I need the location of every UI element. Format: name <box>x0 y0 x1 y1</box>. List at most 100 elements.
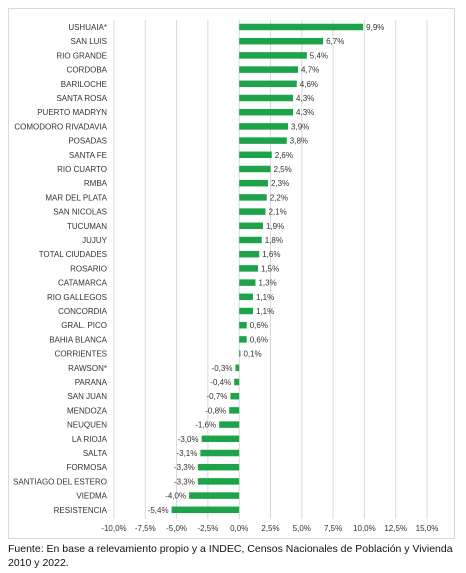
data-label: -3,3% <box>174 477 195 486</box>
category-label: RESISTENCIA <box>54 506 108 515</box>
bar <box>239 236 262 244</box>
bar <box>197 478 240 485</box>
category-label: SANTA ROSA <box>56 94 107 103</box>
category-label: RMBA <box>84 179 108 188</box>
category-label: PUERTO MADRYN <box>37 108 107 117</box>
data-label: 1,9% <box>266 222 284 231</box>
category-label: POSADAS <box>68 137 107 146</box>
bar <box>239 165 271 173</box>
data-label: 1,6% <box>262 250 280 259</box>
bar <box>239 137 287 144</box>
category-label: MENDOZA <box>67 406 108 415</box>
data-label: -3,0% <box>178 435 199 444</box>
x-tick-label: 0,0% <box>230 524 248 533</box>
bar <box>239 336 247 343</box>
bar <box>239 222 263 230</box>
category-label: USHUAIA* <box>68 23 107 32</box>
data-label: -0,3% <box>212 364 233 373</box>
data-label: -3,3% <box>174 463 195 472</box>
bar <box>239 123 289 130</box>
category-label: SAN LUIS <box>71 37 107 46</box>
category-label: SALTA <box>83 449 108 458</box>
x-tick-label: 5,0% <box>293 524 311 533</box>
category-label: RIO CUARTO <box>57 165 107 174</box>
data-label: -0,7% <box>207 392 228 401</box>
bar <box>239 307 253 315</box>
bar <box>239 179 268 187</box>
bar <box>239 250 260 258</box>
bar <box>171 506 240 514</box>
data-label: 0,1% <box>243 350 261 359</box>
data-label: -4,0% <box>165 492 186 501</box>
data-label: 4,7% <box>301 66 319 75</box>
bar <box>239 265 258 272</box>
bar <box>197 463 240 471</box>
category-label: CONCORDIA <box>58 307 108 316</box>
bar <box>219 421 240 428</box>
x-tick-label: -2,5% <box>197 524 218 533</box>
bar <box>239 66 299 73</box>
bar <box>239 321 247 329</box>
data-label: 4,3% <box>296 94 314 103</box>
x-tick-label: 10,0% <box>353 524 376 533</box>
category-label: RAWSON* <box>68 364 107 373</box>
category-label: TOTAL CIUDADES <box>39 250 107 259</box>
bar <box>239 94 294 102</box>
data-label: 9,9% <box>366 23 384 32</box>
category-label: NEUQUEN <box>67 421 107 430</box>
category-label: VIEDMA <box>76 492 107 501</box>
category-label: CORDOBA <box>67 66 108 75</box>
category-label: SANTIAGO DEL ESTERO <box>13 477 107 486</box>
data-label: 1,1% <box>256 307 274 316</box>
bar-chart: -10,0% -7,5% -5,0% -2,5% 0,0% 2,5% 5,0% 7,5% 10,… <box>13 20 439 533</box>
data-label: 0,6% <box>250 335 268 344</box>
x-tick-label: -7,5% <box>135 524 156 533</box>
category-label: RIO GRANDE <box>56 51 107 60</box>
data-label: 1,3% <box>258 279 276 288</box>
data-label: -3,1% <box>176 449 197 458</box>
category-label: BARILOCHE <box>61 80 107 89</box>
bar <box>239 293 253 301</box>
bar <box>239 208 266 215</box>
category-label: TUCUMAN <box>67 222 107 231</box>
data-label: 5,4% <box>310 51 328 60</box>
data-label: -0,8% <box>205 406 226 415</box>
data-label: 1,5% <box>261 264 279 273</box>
category-label: JUJUY <box>82 236 108 245</box>
x-tick-label: 12,5% <box>384 524 407 533</box>
x-tick-label: -5,0% <box>166 524 187 533</box>
bar <box>234 378 240 386</box>
category-label: SANTA FE <box>69 151 107 160</box>
category-label: CATAMARCA <box>58 279 108 288</box>
bar <box>239 151 272 159</box>
data-label: 4,3% <box>296 108 314 117</box>
data-label: 1,8% <box>265 236 283 245</box>
bar <box>239 194 267 201</box>
bar <box>239 350 241 357</box>
data-label: 2,2% <box>270 193 288 202</box>
bar <box>239 108 294 116</box>
x-tick-label: 15,0% <box>416 524 439 533</box>
category-label: PARANA <box>75 378 108 387</box>
category-label: ROSARIO <box>70 264 107 273</box>
bar <box>235 364 240 372</box>
category-label: GRAL. PICO <box>61 321 107 330</box>
category-label: RIO GALLEGOS <box>47 293 107 302</box>
category-label: COMODORO RIVADAVIA <box>14 122 107 131</box>
data-label: -5,4% <box>148 506 169 515</box>
data-label: 3,8% <box>290 137 308 146</box>
bar <box>239 279 256 286</box>
data-label: 4,6% <box>300 80 318 89</box>
bar <box>201 435 240 443</box>
category-label: SAN NICOLAS <box>53 208 107 217</box>
category-label: FORMOSA <box>67 463 108 472</box>
data-label: 6,7% <box>326 37 344 46</box>
data-label: -1,6% <box>195 421 216 430</box>
x-tick-label: -10,0% <box>101 524 126 533</box>
category-label: BAHIA BLANCA <box>49 335 107 344</box>
category-label: LA RIOJA <box>72 435 108 444</box>
bar <box>229 407 240 414</box>
x-tick-label: 7,5% <box>324 524 342 533</box>
bar <box>239 80 297 88</box>
bar <box>189 492 240 499</box>
